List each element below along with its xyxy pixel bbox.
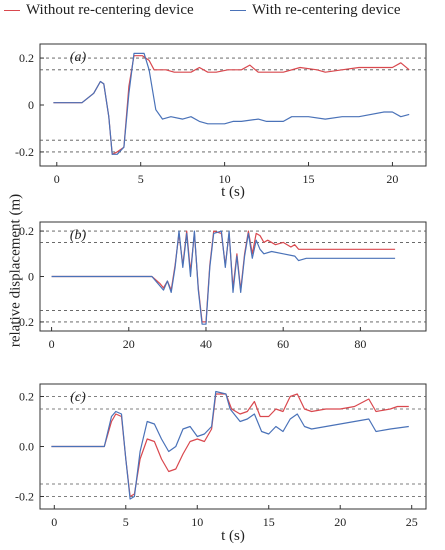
panel-1-ytick-label: 0.2 [19,51,34,65]
legend-swatch-without [4,10,20,11]
panel-3-xtick-label: 15 [263,515,275,529]
panel-1-xtick-label: 10 [219,172,231,186]
panel-2-ytick-label: 0 [28,270,34,284]
panel-3-xtick-label: 10 [191,515,203,529]
panel-2-xtick-label: 20 [123,337,135,351]
panel-1-frame [39,43,427,167]
panel-1-ytick-label: 0 [28,98,34,112]
legend-label-without: Without re-centering device [26,2,194,18]
panel-3-ytick-label: 0.2 [19,390,34,404]
panel-3-xtick-label: 20 [334,515,346,529]
panel-3-ytick-label: -0.2 [15,490,34,504]
legend-swatch-with [230,10,246,11]
panel-1-xtick-label: 20 [386,172,398,186]
panel-2-ytick-label: 0.2 [19,224,34,238]
panel-1-ytick-label: -0.2 [15,145,34,159]
panel-3-ytick-label: 0.0 [19,440,34,454]
panel-1-label: (a) [70,50,87,65]
panel-1-xtick-label: 0 [54,172,60,186]
panel-1-xlabel: t (s) [221,184,245,200]
panel-3-xlabel: t (s) [221,528,245,544]
panel-2-label: (b) [70,228,87,243]
panel-3-series-with [51,390,409,500]
panel-2-xtick-label: 40 [200,337,212,351]
legend: Without re-centering device With re-cent… [0,0,445,26]
panel-2-xtick-label: 80 [354,337,366,351]
panel-1-series-with [53,52,410,155]
panel-2-series-with [51,230,396,325]
panel-1-xtick-label: 5 [138,172,144,186]
panel-2-ytick-label: -0.2 [15,315,34,329]
panel-3-label: (c) [70,390,86,405]
panel-2-xtick-label: 0 [49,337,55,351]
panel-3-xtick-label: 5 [123,515,129,529]
panel-2-xtick-label: 60 [277,337,289,351]
legend-label-with: With re-centering device [252,2,401,18]
panel-1-xtick-label: 15 [303,172,315,186]
panel-3-xtick-label: 0 [51,515,57,529]
panel-3-xtick-label: 25 [406,515,418,529]
